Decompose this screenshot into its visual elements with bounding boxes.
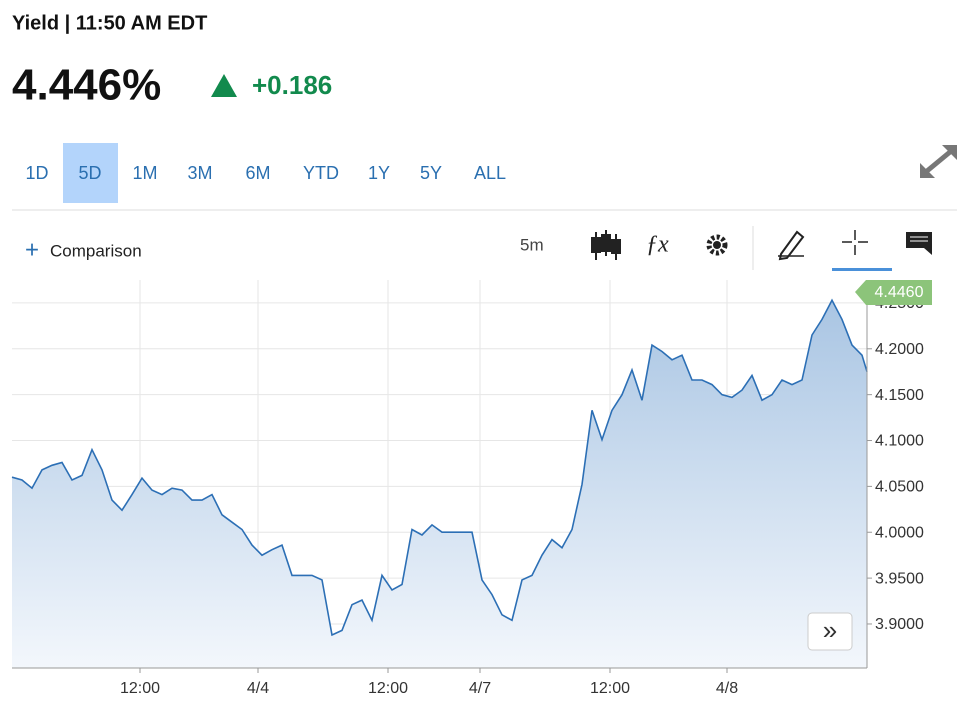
area — [12, 300, 867, 668]
y-tick-label: 4.0500 — [875, 479, 924, 496]
y-tick-label: 4.1500 — [875, 387, 924, 404]
studies-icon[interactable]: ƒx — [646, 232, 669, 258]
expand-icon[interactable] — [920, 145, 957, 178]
comparison-button[interactable]: Comparison — [50, 241, 142, 260]
price: 4.446% — [12, 61, 161, 110]
tab[interactable]: ALL — [474, 163, 506, 183]
svg-text:»: » — [823, 615, 837, 645]
tab[interactable]: 5D — [78, 163, 101, 183]
x-tick-label: 4/7 — [469, 680, 491, 697]
tab[interactable]: 5Y — [420, 163, 442, 183]
candles-icon[interactable] — [591, 230, 621, 260]
active-tool — [832, 268, 892, 271]
tab[interactable]: 1M — [132, 163, 157, 183]
tabs: 1D 5D 1M 3M 6M YTD 1Y 5Y ALL — [25, 143, 506, 203]
tab[interactable]: 1D — [25, 163, 48, 183]
change: +0.186 — [252, 70, 332, 100]
interval-button[interactable]: 5m — [520, 235, 544, 254]
crosshair-icon[interactable] — [842, 230, 868, 255]
tab[interactable]: YTD — [303, 163, 339, 183]
y-tick-label: 3.9500 — [875, 570, 924, 587]
y-tick-label: 4.2000 — [875, 341, 924, 358]
line — [11, 298, 868, 637]
x-tick-label: 12:00 — [120, 680, 160, 697]
title: Yield | 11:50 AM EDT — [12, 12, 207, 34]
news-icon[interactable] — [906, 232, 932, 255]
tab[interactable]: 6M — [245, 163, 270, 183]
x-tick-label: 4/4 — [247, 680, 269, 697]
last-value-label: 4.4460 — [875, 284, 924, 301]
plus-icon[interactable]: + — [25, 236, 39, 263]
chart: 3.9000 3.9500 4.0000 4.0500 4.1000 4.1500 4.20… — [11, 280, 932, 697]
tab[interactable]: 3M — [187, 163, 212, 183]
x-tick-label: 12:00 — [590, 680, 630, 697]
scroll-button[interactable]: » — [807, 612, 853, 651]
x-tick-label: 12:00 — [368, 680, 408, 697]
active-tab-bg — [63, 143, 118, 203]
x-tick-label: 4/8 — [716, 680, 738, 697]
last-value-badge — [855, 280, 932, 305]
up-arrow — [211, 74, 237, 97]
y-tick-label: 4.1000 — [875, 433, 924, 450]
settings-icon[interactable] — [706, 234, 728, 256]
y-tick-label: 4.0000 — [875, 524, 924, 541]
draw-icon[interactable] — [778, 230, 805, 261]
y-tick-label: 3.9000 — [875, 616, 924, 633]
tab[interactable]: 1Y — [368, 163, 390, 183]
